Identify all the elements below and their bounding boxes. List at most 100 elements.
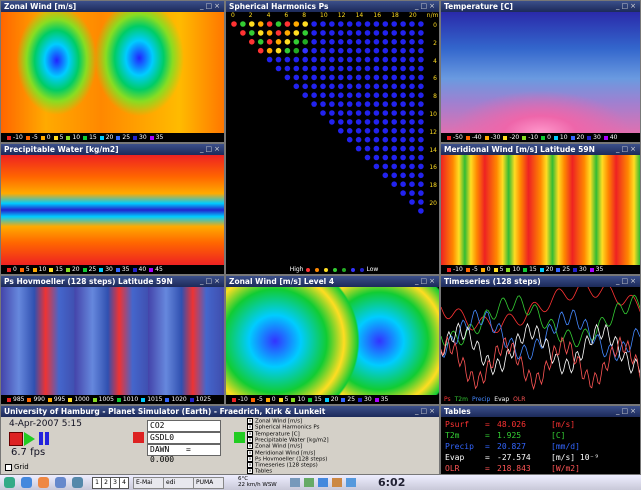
legend-label: -5 [31, 134, 38, 141]
window-toggle-label: Zonal Wind [m/s] [255, 443, 303, 450]
dot [418, 163, 424, 170]
window-button[interactable]: _ [200, 2, 206, 10]
window-button[interactable]: _ [616, 145, 622, 153]
increase-button[interactable] [234, 432, 245, 443]
top-axis-label: 4 [266, 12, 271, 19]
dot [373, 145, 380, 152]
window-button[interactable]: □ [205, 145, 215, 153]
window-toggle[interactable]: × Spherical Harmonics Ps [247, 424, 319, 431]
pause-button[interactable] [39, 432, 49, 445]
task-button[interactable]: PUMA [193, 477, 224, 489]
dot [382, 21, 389, 27]
dot [293, 30, 300, 36]
legend: -10 -5 0 5 10 15 20 25 30 35 [1, 133, 224, 142]
dot [266, 39, 273, 45]
equals: = [485, 420, 490, 429]
window-button[interactable]: _ [616, 2, 622, 10]
pager-button[interactable]: 4 [119, 477, 129, 489]
legend-label: 10 [512, 266, 521, 273]
right-axis-label: 18 [429, 182, 437, 190]
window-button[interactable]: _ [415, 277, 421, 285]
legend-swatch [324, 267, 329, 272]
tray-icon[interactable] [332, 478, 342, 487]
window-button[interactable]: □ [420, 407, 430, 415]
window-button[interactable]: _ [200, 277, 206, 285]
window-button[interactable]: × [429, 277, 437, 285]
window-toggle[interactable]: × Zonal Wind [m/s] [247, 443, 302, 450]
launcher-icon[interactable] [55, 477, 66, 488]
window-toggle[interactable]: × Zonal Wind [m/s] [247, 418, 302, 425]
window-button[interactable]: × [429, 2, 437, 10]
window-button[interactable]: _ [616, 407, 622, 415]
legend-swatch [7, 135, 11, 140]
launcher-icon[interactable] [21, 477, 32, 488]
logo-button[interactable] [9, 432, 23, 446]
plot-area [1, 287, 224, 395]
parameter-field[interactable]: CO2=360.00 [147, 420, 221, 440]
window-button[interactable]: □ [205, 277, 215, 285]
parameter-field[interactable]: DAWN = 0.000 [147, 444, 221, 464]
play-button[interactable] [24, 432, 35, 446]
window-button[interactable]: × [630, 145, 638, 153]
window-toggle[interactable]: × Ps Hovmoeller (128 steps) [247, 455, 327, 462]
legend-label: 35 [155, 134, 164, 141]
tray-icon[interactable] [290, 478, 300, 487]
dot [293, 83, 300, 90]
dot [391, 154, 397, 161]
launcher-icon[interactable] [4, 477, 15, 488]
window-button[interactable]: × [630, 277, 638, 285]
decrease-button[interactable] [133, 432, 144, 443]
dot [302, 83, 308, 90]
window-button[interactable]: × [630, 407, 638, 415]
launcher-icon[interactable] [72, 477, 83, 488]
window-button[interactable]: × [214, 277, 222, 285]
dot [409, 56, 415, 63]
legend-swatch [324, 397, 329, 402]
dot [257, 21, 264, 27]
legend-swatch [53, 135, 58, 140]
window-button[interactable]: □ [621, 277, 631, 285]
tray-icon[interactable] [304, 478, 314, 487]
window-button[interactable]: _ [415, 407, 421, 415]
window-button[interactable]: _ [415, 2, 421, 10]
legend-label: 20 [545, 266, 554, 273]
dot [275, 56, 282, 63]
window-toggle[interactable]: × Precipitable Water [kg/m2] [247, 436, 329, 443]
window-button[interactable]: □ [205, 2, 215, 10]
parameter-field[interactable]: GSDL0=1367.0 [147, 432, 221, 452]
dot [382, 101, 389, 107]
right-axis-label: 4 [433, 57, 437, 65]
task-button[interactable]: edi [163, 477, 194, 489]
window-button[interactable]: × [214, 145, 222, 153]
top-axis-label: 2 [248, 12, 253, 19]
window-toggle[interactable]: × Timeseries (128 steps) [247, 462, 318, 469]
window-button[interactable]: □ [621, 145, 631, 153]
tray-icon[interactable] [318, 478, 328, 487]
window-toggle[interactable]: × Tables [247, 468, 272, 474]
dot [418, 181, 424, 187]
window-button[interactable]: _ [616, 277, 622, 285]
window-button[interactable]: □ [621, 407, 631, 415]
launcher-icon[interactable] [38, 477, 49, 488]
window-button[interactable]: □ [420, 277, 430, 285]
window-button[interactable]: × [429, 407, 437, 415]
dot [311, 56, 317, 63]
window-button[interactable]: □ [621, 2, 631, 10]
window-button[interactable]: _ [200, 145, 206, 153]
dot [409, 190, 415, 196]
tray-icon[interactable] [346, 478, 356, 487]
dot [373, 119, 380, 125]
legend-swatch [587, 135, 592, 140]
dot [346, 30, 353, 36]
window-button[interactable]: □ [420, 2, 430, 10]
window-buttons: _□× [200, 277, 222, 285]
dot [329, 56, 335, 63]
legend-label: 0 [486, 266, 491, 273]
window-toggle[interactable]: × Meridional Wind [m/s] [247, 449, 315, 456]
task-button[interactable]: E-Mai [133, 477, 164, 489]
window-button[interactable]: × [630, 2, 638, 10]
dot [382, 56, 389, 63]
grid-toggle[interactable]: Grid [5, 463, 29, 471]
window-button[interactable]: × [214, 2, 222, 10]
window-toggle[interactable]: × Temperature [C] [247, 430, 300, 437]
